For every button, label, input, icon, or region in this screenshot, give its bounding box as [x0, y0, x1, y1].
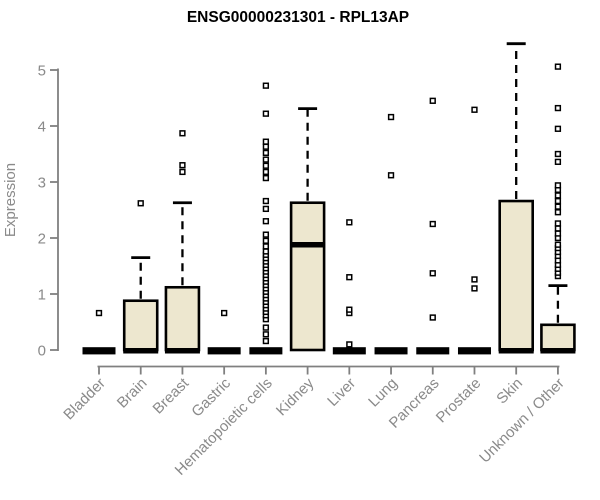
- outlier-point: [262, 331, 270, 338]
- outlier-point: [554, 192, 562, 199]
- outlier-point: [262, 218, 270, 225]
- boxplot-hematopoietic-cells: [249, 82, 283, 355]
- x-category-label-skin: Skin: [493, 375, 526, 408]
- outlier-point: [554, 125, 562, 132]
- outlier-point: [554, 220, 562, 227]
- boxplot-skin: [498, 42, 535, 354]
- boxplot-unknown-other: [540, 63, 576, 354]
- outlier-point: [554, 158, 562, 165]
- outlier-point: [554, 63, 562, 70]
- outlier-point: [554, 197, 562, 205]
- outlier-point: [262, 337, 270, 345]
- outlier-point: [179, 162, 186, 169]
- outlier-point: [346, 341, 353, 348]
- outlier-point: [471, 276, 478, 283]
- outlier-point: [262, 205, 270, 213]
- outlier-point: [346, 306, 353, 313]
- outlier-point: [262, 156, 270, 163]
- outlier-point: [554, 209, 562, 216]
- boxplot-breast: [164, 130, 201, 354]
- box: [289, 201, 326, 352]
- y-tick-label: 1: [38, 287, 46, 304]
- x-category-label-breast: Breast: [150, 374, 193, 417]
- collapsed-box: [82, 347, 116, 355]
- outlier-point: [429, 314, 436, 321]
- collapsed-box: [207, 347, 241, 355]
- outlier-point: [429, 220, 436, 228]
- outlier-point: [221, 309, 228, 317]
- outlier-point: [262, 197, 270, 205]
- outlier-point: [471, 106, 478, 113]
- boxplot-kidney: [289, 107, 326, 352]
- outlier-point: [429, 97, 436, 104]
- x-category-label-kidney: Kidney: [273, 374, 318, 419]
- outlier-point: [262, 248, 270, 255]
- boxplot-prostate: [457, 106, 491, 355]
- y-tick-label: 0: [38, 343, 46, 360]
- outlier-point: [137, 200, 144, 207]
- outlier-point: [346, 219, 353, 226]
- outlier-point: [554, 241, 562, 248]
- y-axis: 0 1 2 3 4 5: [38, 63, 59, 360]
- outlier-point: [262, 231, 270, 238]
- outlier-point: [554, 225, 562, 232]
- outlier-point: [262, 82, 270, 89]
- outlier-point: [429, 270, 436, 277]
- boxplot-lung: [374, 113, 408, 355]
- outlier-point: [262, 149, 270, 157]
- outlier-point: [262, 174, 270, 182]
- collapsed-box: [374, 347, 408, 355]
- x-category-label-lung: Lung: [365, 375, 401, 411]
- outlier-point: [554, 104, 562, 112]
- outlier-point: [179, 130, 186, 137]
- outlier-point: [346, 274, 353, 281]
- box: [540, 323, 576, 352]
- outlier-point: [179, 168, 186, 176]
- box: [498, 199, 535, 352]
- y-tick-label: 3: [38, 175, 46, 192]
- collapsed-box: [332, 347, 366, 355]
- boxplot-liver: [332, 219, 366, 355]
- outlier-point: [554, 150, 562, 158]
- x-category-label-prostate: Prostate: [433, 375, 485, 427]
- outlier-point: [554, 230, 562, 237]
- collapsed-box: [457, 347, 491, 355]
- outlier-point: [554, 182, 562, 189]
- boxplot-bladder: [82, 309, 116, 355]
- outlier-point: [471, 285, 478, 292]
- outlier-point: [262, 138, 270, 145]
- outlier-point: [554, 203, 562, 210]
- y-tick-label: 2: [38, 231, 46, 248]
- boxplot-gastric: [207, 309, 241, 355]
- y-axis-title: Expression: [2, 163, 19, 237]
- x-category-label-bladder: Bladder: [60, 375, 109, 424]
- outlier-point: [387, 172, 395, 179]
- collapsed-box: [416, 347, 450, 355]
- box: [164, 285, 201, 352]
- outlier-point: [262, 168, 270, 176]
- x-category-label-brain: Brain: [114, 375, 151, 412]
- collapsed-box: [249, 347, 283, 355]
- outlier-point: [262, 162, 270, 169]
- y-tick-label: 4: [38, 119, 46, 136]
- outlier-point: [262, 143, 270, 150]
- chart-title: ENSG00000231301 - RPL13AP: [187, 9, 409, 26]
- boxplot-pancreas: [416, 97, 450, 355]
- outlier-point: [262, 243, 270, 250]
- y-tick-label: 5: [38, 63, 46, 80]
- outlier-point: [262, 324, 270, 331]
- outlier-point: [262, 110, 270, 117]
- x-category-label-liver: Liver: [324, 375, 359, 410]
- outlier-point: [95, 309, 103, 317]
- outlier-point: [387, 113, 395, 121]
- boxplot-brain: [122, 200, 159, 354]
- box: [122, 299, 159, 352]
- outlier-point: [262, 237, 270, 244]
